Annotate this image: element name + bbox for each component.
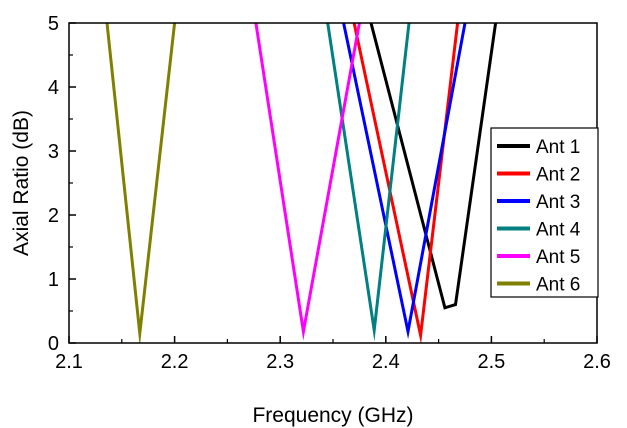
legend-box xyxy=(490,127,599,298)
legend-items: Ant 1 Ant 2 Ant 3 Ant 4 Ant 5 Ant 6 xyxy=(497,137,581,296)
series-line-ant-1 xyxy=(369,23,498,310)
y-axis: 0 1 2 3 4 5 xyxy=(48,13,76,355)
series-line-ant-6 xyxy=(105,23,177,343)
legend-label-ant-3: Ant 3 xyxy=(536,192,580,213)
x-tick-label: 2.2 xyxy=(161,351,189,373)
x-axis: 2.1 2.2 2.3 2.4 2.5 2.6 xyxy=(55,336,611,373)
series-line-ant-4 xyxy=(326,23,411,342)
y-tick-label: 3 xyxy=(48,141,59,163)
legend-label-ant-5: Ant 5 xyxy=(536,247,580,268)
legend-label-ant-4: Ant 4 xyxy=(536,220,581,241)
y-tick-label: 1 xyxy=(48,269,59,291)
x-tick-label: 2.1 xyxy=(55,351,83,373)
x-tick-label: 2.3 xyxy=(266,351,294,373)
legend-label-ant-2: Ant 2 xyxy=(536,165,580,186)
series-line-ant-3 xyxy=(342,23,467,340)
legend-label-ant-1: Ant 1 xyxy=(536,137,580,158)
y-tick-label: 2 xyxy=(48,205,59,227)
x-tick-label: 2.4 xyxy=(372,351,400,373)
x-tick-label: 2.5 xyxy=(477,351,505,373)
y-tick-label: 0 xyxy=(48,333,59,355)
series-line-ant-5 xyxy=(254,23,361,341)
y-tick-label: 4 xyxy=(48,77,59,99)
series-layer xyxy=(105,23,498,343)
x-axis-title: Frequency (GHz) xyxy=(252,404,413,427)
series-line-ant-2 xyxy=(352,23,460,343)
y-tick-label: 5 xyxy=(48,13,59,35)
legend-label-ant-6: Ant 6 xyxy=(536,275,580,296)
x-tick-label: 2.6 xyxy=(583,351,611,373)
legend: Ant 1 Ant 2 Ant 3 Ant 4 Ant 5 Ant 6 xyxy=(490,127,599,298)
y-axis-title: Axial Ratio (dB) xyxy=(10,110,33,256)
